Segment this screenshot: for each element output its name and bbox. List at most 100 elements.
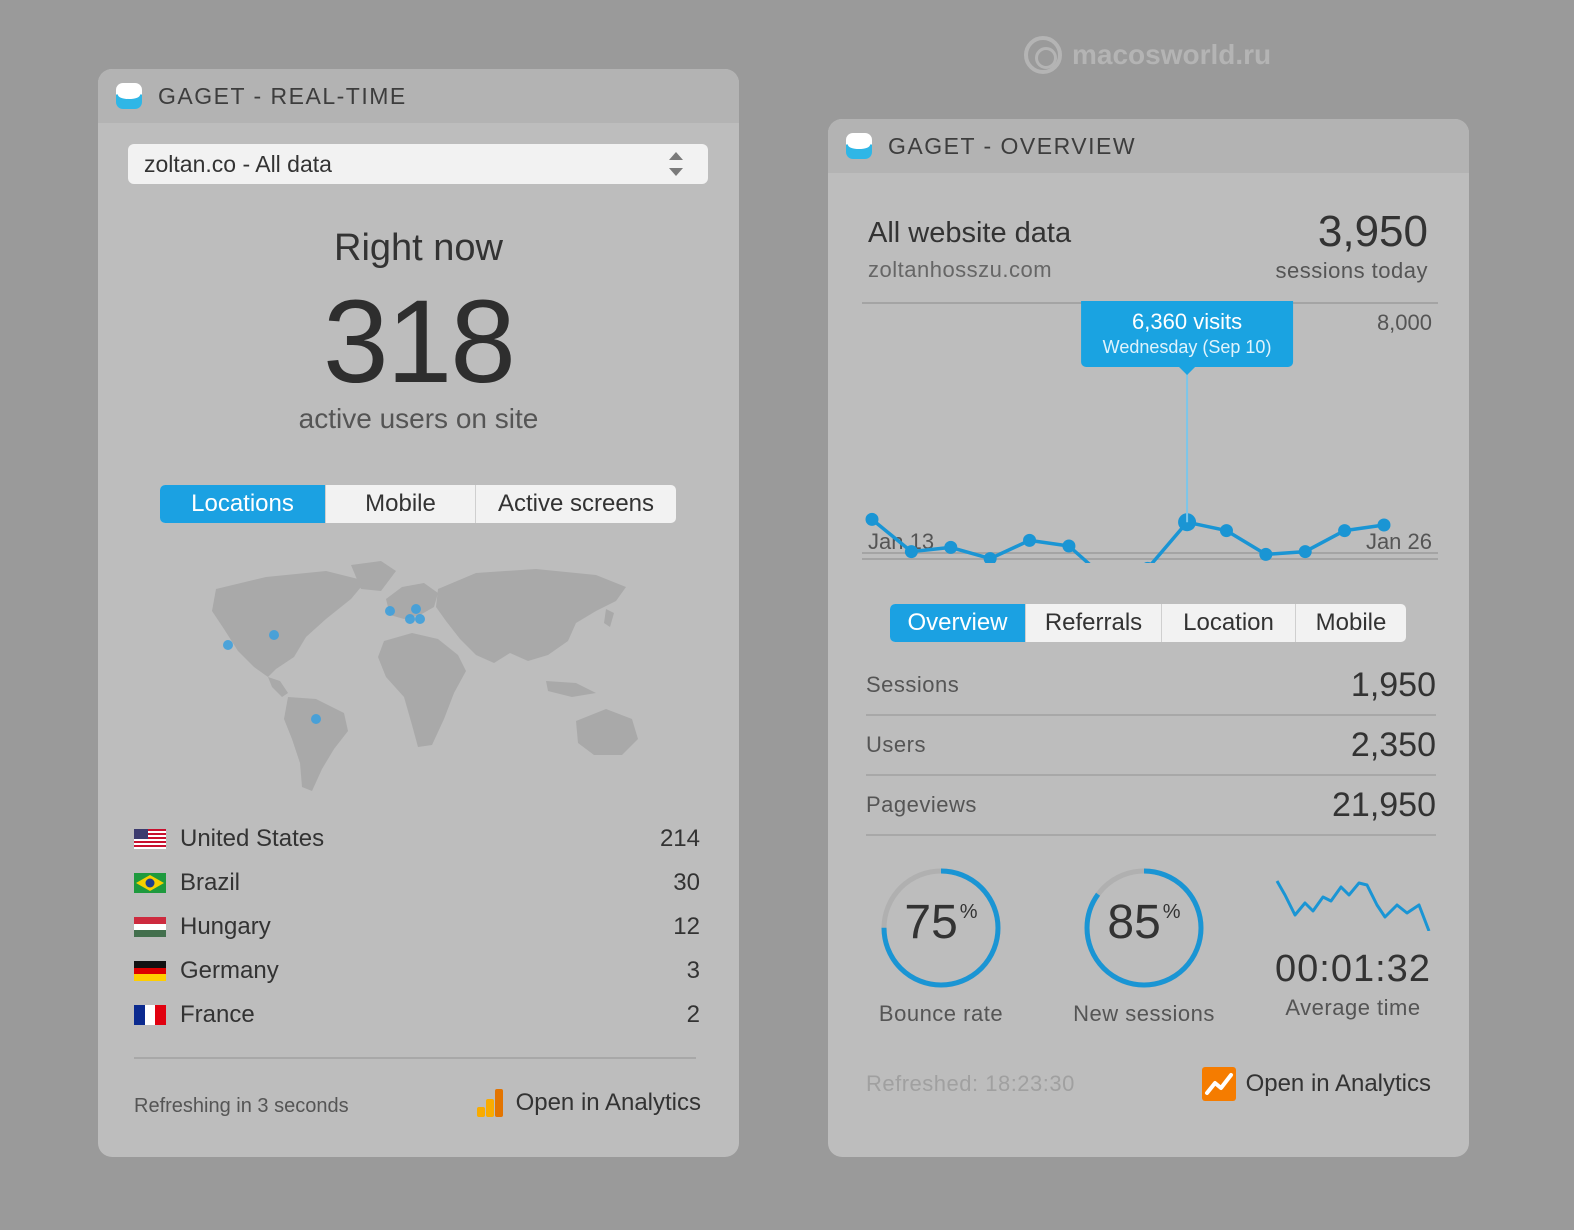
realtime-header: GAGET - REAL-TIME: [98, 69, 739, 123]
tooltip-pointer: [1179, 367, 1196, 375]
tab-locations[interactable]: Locations: [160, 485, 326, 523]
open-in-analytics-link[interactable]: Open in Analytics: [1201, 1067, 1431, 1101]
tab-active-screens[interactable]: Active screens: [497, 490, 655, 517]
metric-label: Sessions: [866, 672, 960, 697]
metric-label: Users: [866, 732, 926, 757]
sessions-today-value: 3,950: [1317, 207, 1428, 256]
country-name: Brazil: [180, 869, 241, 896]
data-point: [1178, 513, 1197, 532]
overview-title: GAGET - OVERVIEW: [888, 132, 1137, 159]
map-dot-us-east: [269, 630, 279, 640]
map-africa: [378, 633, 466, 747]
metric-value: 1,950: [1350, 665, 1436, 704]
flag-br-icon: [134, 873, 166, 893]
data-point: [1144, 561, 1152, 563]
metric-row-sessions: Sessions 1,950: [866, 656, 1436, 716]
country-row: Hungary 12: [134, 905, 700, 949]
map-japan: [604, 609, 614, 627]
map-australia: [576, 709, 638, 755]
new-sessions-kpi: 85% New sessions: [1064, 865, 1224, 1027]
country-row: France 2: [134, 993, 700, 1037]
country-name: United States: [180, 825, 325, 852]
map-dot-europe-3: [415, 614, 425, 624]
metric-row-users: Users 2,350: [866, 716, 1436, 776]
country-value: 214: [659, 825, 700, 852]
tooltip-box: [1081, 301, 1294, 367]
x-tick-label: Jan 26: [1366, 529, 1432, 554]
new-sessions-value: 85%: [1107, 896, 1181, 949]
flag-fr-icon: [134, 1005, 166, 1025]
new-sessions-label: New sessions: [1073, 1001, 1215, 1026]
country-value: 3: [686, 957, 700, 984]
map-dot-uk: [385, 606, 395, 616]
data-point: [983, 552, 997, 563]
tab-overview[interactable]: Overview: [890, 604, 1026, 642]
data-point: [1259, 547, 1273, 561]
active-users-count: 318: [323, 276, 516, 408]
refreshing-status: Refreshing in 3 seconds: [134, 1095, 349, 1117]
country-name: Hungary: [180, 913, 271, 940]
site-select-value: zoltan.co - All data: [144, 150, 332, 177]
open-in-analytics-link[interactable]: Open in Analytics: [474, 1087, 701, 1119]
tab-mobile[interactable]: Mobile: [1315, 609, 1387, 636]
y-tick-label: 8,000: [1377, 310, 1432, 335]
bounce-rate-label: Bounce rate: [878, 1001, 1004, 1026]
bounce-rate-arc: [881, 868, 1001, 988]
country-name: France: [180, 1001, 255, 1028]
tab-location[interactable]: Location: [1162, 604, 1296, 642]
map-greenland: [351, 561, 396, 591]
average-time-label: Average time: [1285, 995, 1421, 1020]
new-sessions-arc: [1084, 868, 1204, 988]
metric-label: Pageviews: [866, 792, 977, 817]
new-sessions-ring: 85%: [1081, 865, 1207, 991]
data-point: [865, 512, 879, 526]
average-time-value: 00:01:32: [1275, 948, 1431, 990]
realtime-title: GAGET - REAL-TIME: [158, 82, 407, 109]
overview-header: GAGET - OVERVIEW: [828, 119, 1469, 173]
bounce-rate-kpi: 75% Bounce rate: [866, 865, 1016, 1027]
country-value: 2: [686, 1001, 700, 1028]
flag-hu-icon: [134, 917, 166, 937]
map-north-america: [212, 571, 366, 677]
tooltip-date: Wednesday (Sep 10): [1103, 337, 1272, 357]
realtime-tabs: Locations Mobile Active screens: [160, 485, 676, 523]
map-indonesia: [546, 681, 596, 697]
divider: [134, 1057, 696, 1059]
overview-tabs: Overview Referrals Location Mobile: [890, 604, 1406, 642]
data-point: [1338, 524, 1352, 538]
overview-widget: GAGET - OVERVIEW All website data zoltan…: [828, 119, 1469, 1157]
refreshed-timestamp: Refreshed: 18:23:30: [866, 1071, 1075, 1096]
world-map: [212, 561, 638, 791]
site-label: All website data: [868, 217, 1072, 249]
map-dot-europe-2: [405, 614, 415, 624]
country-value: 12: [673, 913, 700, 940]
right-now-label: Right now: [334, 227, 503, 269]
map-dot-us-west: [223, 640, 233, 650]
map-south-america: [284, 697, 348, 791]
country-row: Brazil 30: [134, 861, 700, 905]
map-europe: [386, 583, 438, 619]
gaget-app-icon: [116, 83, 142, 109]
data-point: [1062, 539, 1076, 553]
data-point: [1377, 518, 1391, 532]
site-select[interactable]: zoltan.co - All data: [128, 144, 708, 184]
map-central-america: [268, 677, 288, 697]
gaget-app-icon: [846, 133, 872, 159]
bounce-rate-value: 75%: [904, 896, 978, 949]
tab-mobile[interactable]: Mobile: [326, 485, 476, 523]
realtime-widget: GAGET - REAL-TIME zoltan.co - All data R…: [98, 69, 739, 1157]
metric-value: 2,350: [1350, 725, 1436, 764]
country-list: United States 214 Brazil 30 Hungary 12: [134, 817, 700, 1037]
tab-referrals[interactable]: Referrals: [1026, 604, 1162, 642]
tooltip-value: 6,360 visits: [1132, 309, 1242, 334]
open-in-analytics-label: Open in Analytics: [515, 1089, 701, 1116]
series-line: [870, 518, 1385, 563]
watermark: macosworld.ru: [1024, 36, 1271, 74]
active-users-label: active users on site: [298, 403, 539, 434]
country-value: 30: [673, 869, 700, 896]
flag-de-icon: [134, 961, 166, 981]
flag-us-icon: [134, 829, 166, 849]
data-point: [904, 545, 918, 559]
map-asia: [436, 569, 626, 663]
